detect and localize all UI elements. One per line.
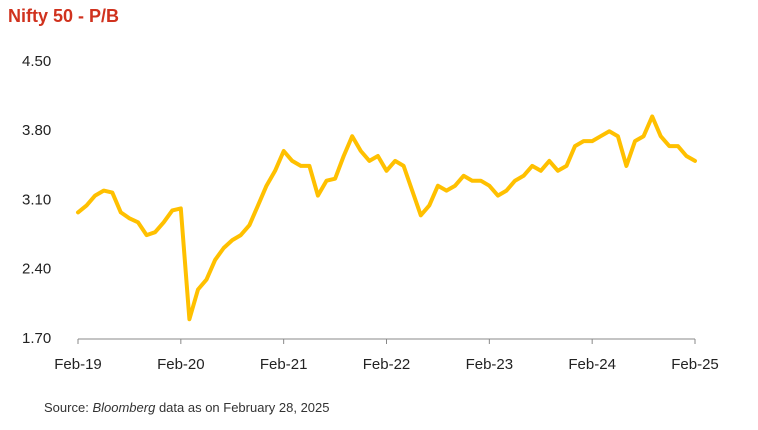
- y-tick-label: 2.40: [22, 261, 51, 278]
- x-tick-label: Feb-19: [54, 356, 102, 373]
- x-tick-label: Feb-20: [157, 356, 205, 373]
- y-tick-label: 1.70: [22, 330, 51, 347]
- data-line: [76, 114, 697, 322]
- y-tick-label: 3.80: [22, 122, 51, 139]
- chart: 1.70 2.40 3.10 3.80 4.50 Feb-19 Feb-20 Feb-21 Fe…: [22, 53, 719, 373]
- y-tick-label: 3.10: [22, 191, 51, 208]
- source-note: Source: Bloomberg data as on February 28…: [44, 400, 330, 415]
- x-tick-label: Feb-21: [260, 356, 308, 373]
- source-name: Bloomberg: [92, 400, 156, 415]
- chart-title: Nifty 50 - P/B: [8, 6, 120, 26]
- x-tick-label: Feb-22: [363, 356, 411, 373]
- y-tick-label: 4.50: [22, 53, 51, 70]
- x-tick-label: Feb-25: [671, 356, 719, 373]
- x-tick-label: Feb-24: [568, 356, 616, 373]
- x-tick-label: Feb-23: [466, 356, 514, 373]
- source-suffix: data as on February 28, 2025: [158, 400, 330, 415]
- source-prefix: Source:: [44, 400, 89, 415]
